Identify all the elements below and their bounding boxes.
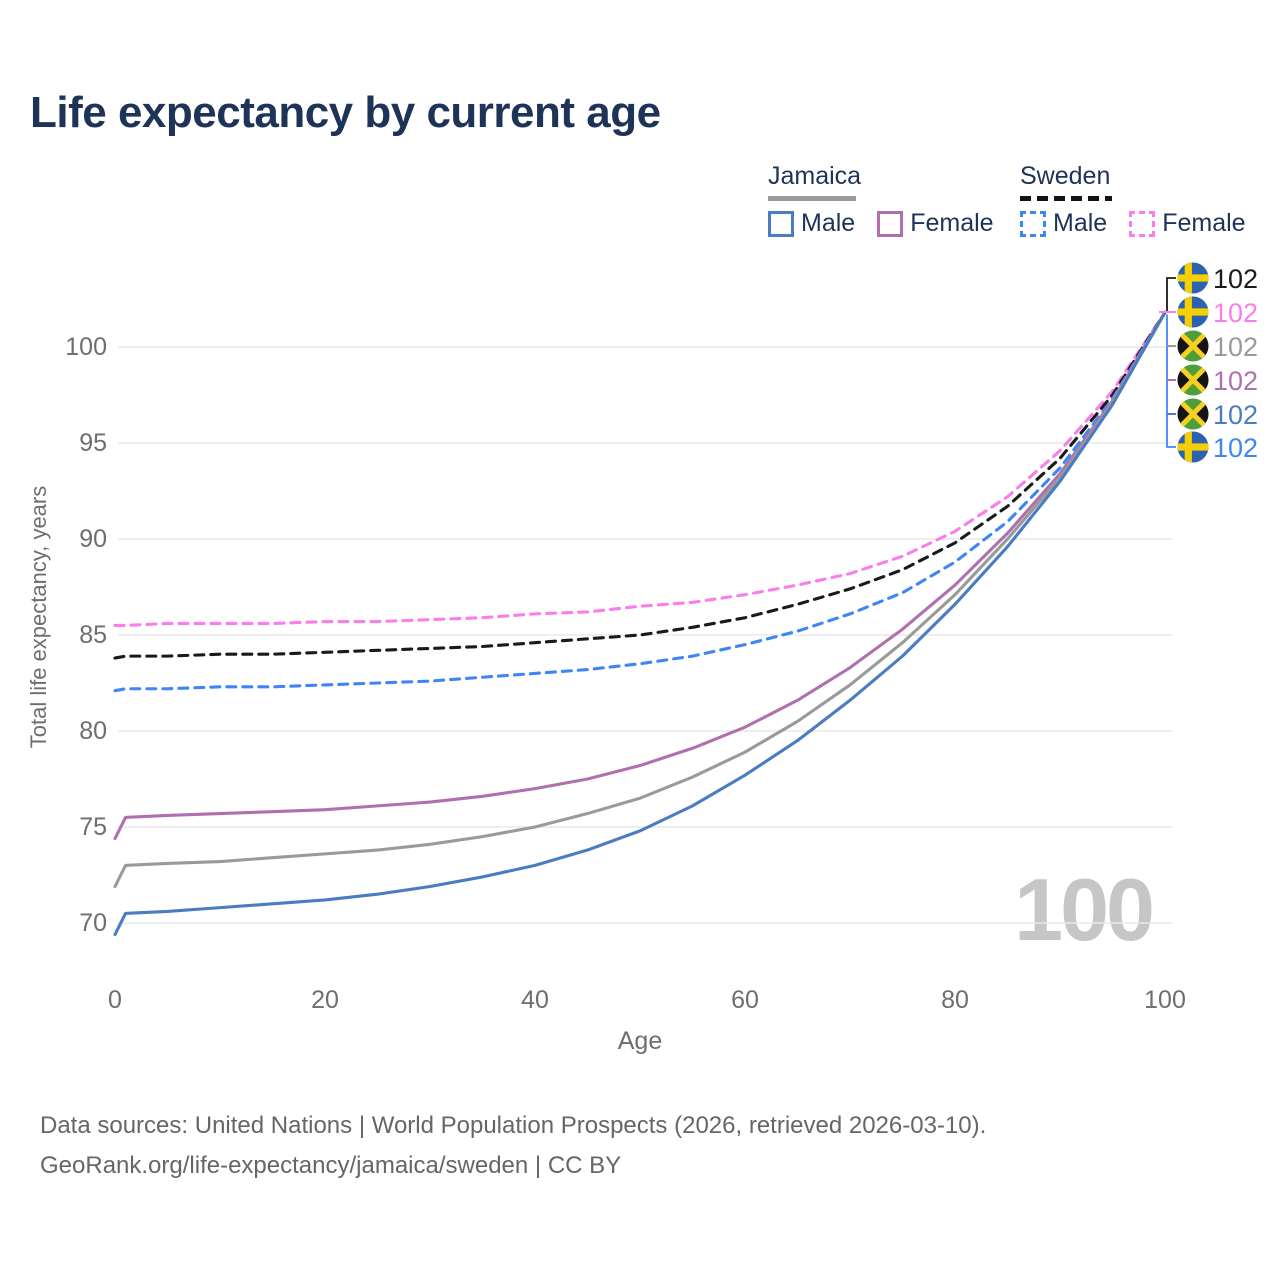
jamaica-male-swatch-icon xyxy=(768,210,794,237)
x-tick-label: 100 xyxy=(1144,986,1186,1014)
legend-item-sweden-female[interactable]: Female xyxy=(1129,209,1246,238)
flag-triangle xyxy=(1177,330,1193,362)
legend-row-jamaica: Male Female xyxy=(768,209,1016,238)
end-value-label: 102 xyxy=(1213,332,1258,362)
line-sweden-male[interactable] xyxy=(113,310,1167,693)
flag-triangle xyxy=(1177,398,1193,430)
sweden-flag-icon: 102 xyxy=(1177,431,1258,463)
line-sweden-female[interactable] xyxy=(113,310,1167,627)
x-tick-label: 60 xyxy=(731,986,759,1014)
legend-item-sweden-male[interactable]: Male xyxy=(1020,209,1107,238)
end-value-label: 102 xyxy=(1213,366,1258,396)
jamaica-flag-icon: 102 xyxy=(1177,364,1258,396)
flag-cross xyxy=(1177,308,1209,316)
flag-cross xyxy=(1184,431,1192,463)
end-value-label: 102 xyxy=(1213,433,1258,463)
sweden-female-swatch-icon xyxy=(1129,210,1156,237)
flag-cross xyxy=(1177,443,1209,451)
legend-group-jamaica: Jamaica Male Female xyxy=(768,162,1016,238)
legend-label-sweden-male: Male xyxy=(1053,209,1108,237)
flag-saltire xyxy=(1177,398,1209,430)
y-tick-label: 75 xyxy=(79,813,107,841)
leader-line xyxy=(1166,314,1176,448)
leader-line xyxy=(1166,277,1176,312)
y-tick-label: 80 xyxy=(79,717,107,745)
legend-country-sweden[interactable]: Sweden xyxy=(1020,162,1111,190)
legend-label-jamaica-male: Male xyxy=(801,209,856,237)
line-jamaica-female[interactable] xyxy=(113,310,1167,841)
flag-triangle xyxy=(1193,330,1209,362)
end-value-label: 102 xyxy=(1213,400,1258,430)
legend-label-jamaica-female: Female xyxy=(910,209,994,237)
sweden-male-swatch-icon xyxy=(1020,210,1046,237)
y-tick-label: 95 xyxy=(79,429,107,457)
x-tick-label: 20 xyxy=(311,986,339,1014)
flag-cross xyxy=(1184,262,1192,294)
page-title: Life expectancy by current age xyxy=(30,88,661,137)
end-value-label: 102 xyxy=(1213,264,1258,294)
flag-saltire xyxy=(1177,330,1209,362)
y-tick-label: 90 xyxy=(79,525,107,553)
y-tick-label: 100 xyxy=(65,333,107,361)
footer: Data sources: United Nations | World Pop… xyxy=(40,1106,986,1186)
flag-cross xyxy=(1184,296,1192,328)
legend-item-jamaica-female[interactable]: Female xyxy=(877,209,994,238)
line-sweden[interactable] xyxy=(113,310,1167,660)
legend-group-sweden: Sweden Male Female xyxy=(1020,162,1268,238)
x-axis-title: Age xyxy=(618,1027,662,1055)
jamaica-line-style-swatch xyxy=(768,196,856,201)
flag-triangle xyxy=(1193,364,1209,396)
data-sources-text: Data sources: United Nations | World Pop… xyxy=(40,1112,987,1139)
legend-row-sweden: Male Female xyxy=(1020,209,1268,238)
legend-item-jamaica-male[interactable]: Male xyxy=(768,209,855,238)
line-jamaica-male[interactable] xyxy=(113,310,1167,937)
attribution-text: GeoRank.org/life-expectancy/jamaica/swed… xyxy=(40,1152,622,1179)
sweden-line-style-swatch xyxy=(1020,196,1112,201)
age-counter-watermark: 100 xyxy=(1014,860,1152,959)
legend-country-jamaica[interactable]: Jamaica xyxy=(768,162,862,190)
y-axis-title: Total life expectancy, years xyxy=(26,486,51,749)
end-value-label: 102 xyxy=(1213,298,1258,328)
flag-cross xyxy=(1177,274,1209,282)
jamaica-flag-icon: 102 xyxy=(1177,398,1258,430)
y-tick-label: 85 xyxy=(79,621,107,649)
y-tick-label: 70 xyxy=(79,909,107,937)
jamaica-female-swatch-icon xyxy=(877,210,904,237)
x-tick-label: 40 xyxy=(521,986,549,1014)
x-tick-label: 80 xyxy=(941,986,969,1014)
line-jamaica[interactable] xyxy=(113,310,1167,889)
flag-triangle xyxy=(1177,364,1193,396)
sweden-flag-icon: 102 xyxy=(1177,262,1258,294)
sweden-flag-icon: 102 xyxy=(1177,296,1258,328)
flag-triangle xyxy=(1193,398,1209,430)
legend-label-sweden-female: Female xyxy=(1162,209,1246,237)
x-tick-label: 0 xyxy=(108,986,122,1014)
flag-saltire xyxy=(1177,364,1209,396)
jamaica-flag-icon: 102 xyxy=(1177,330,1258,362)
